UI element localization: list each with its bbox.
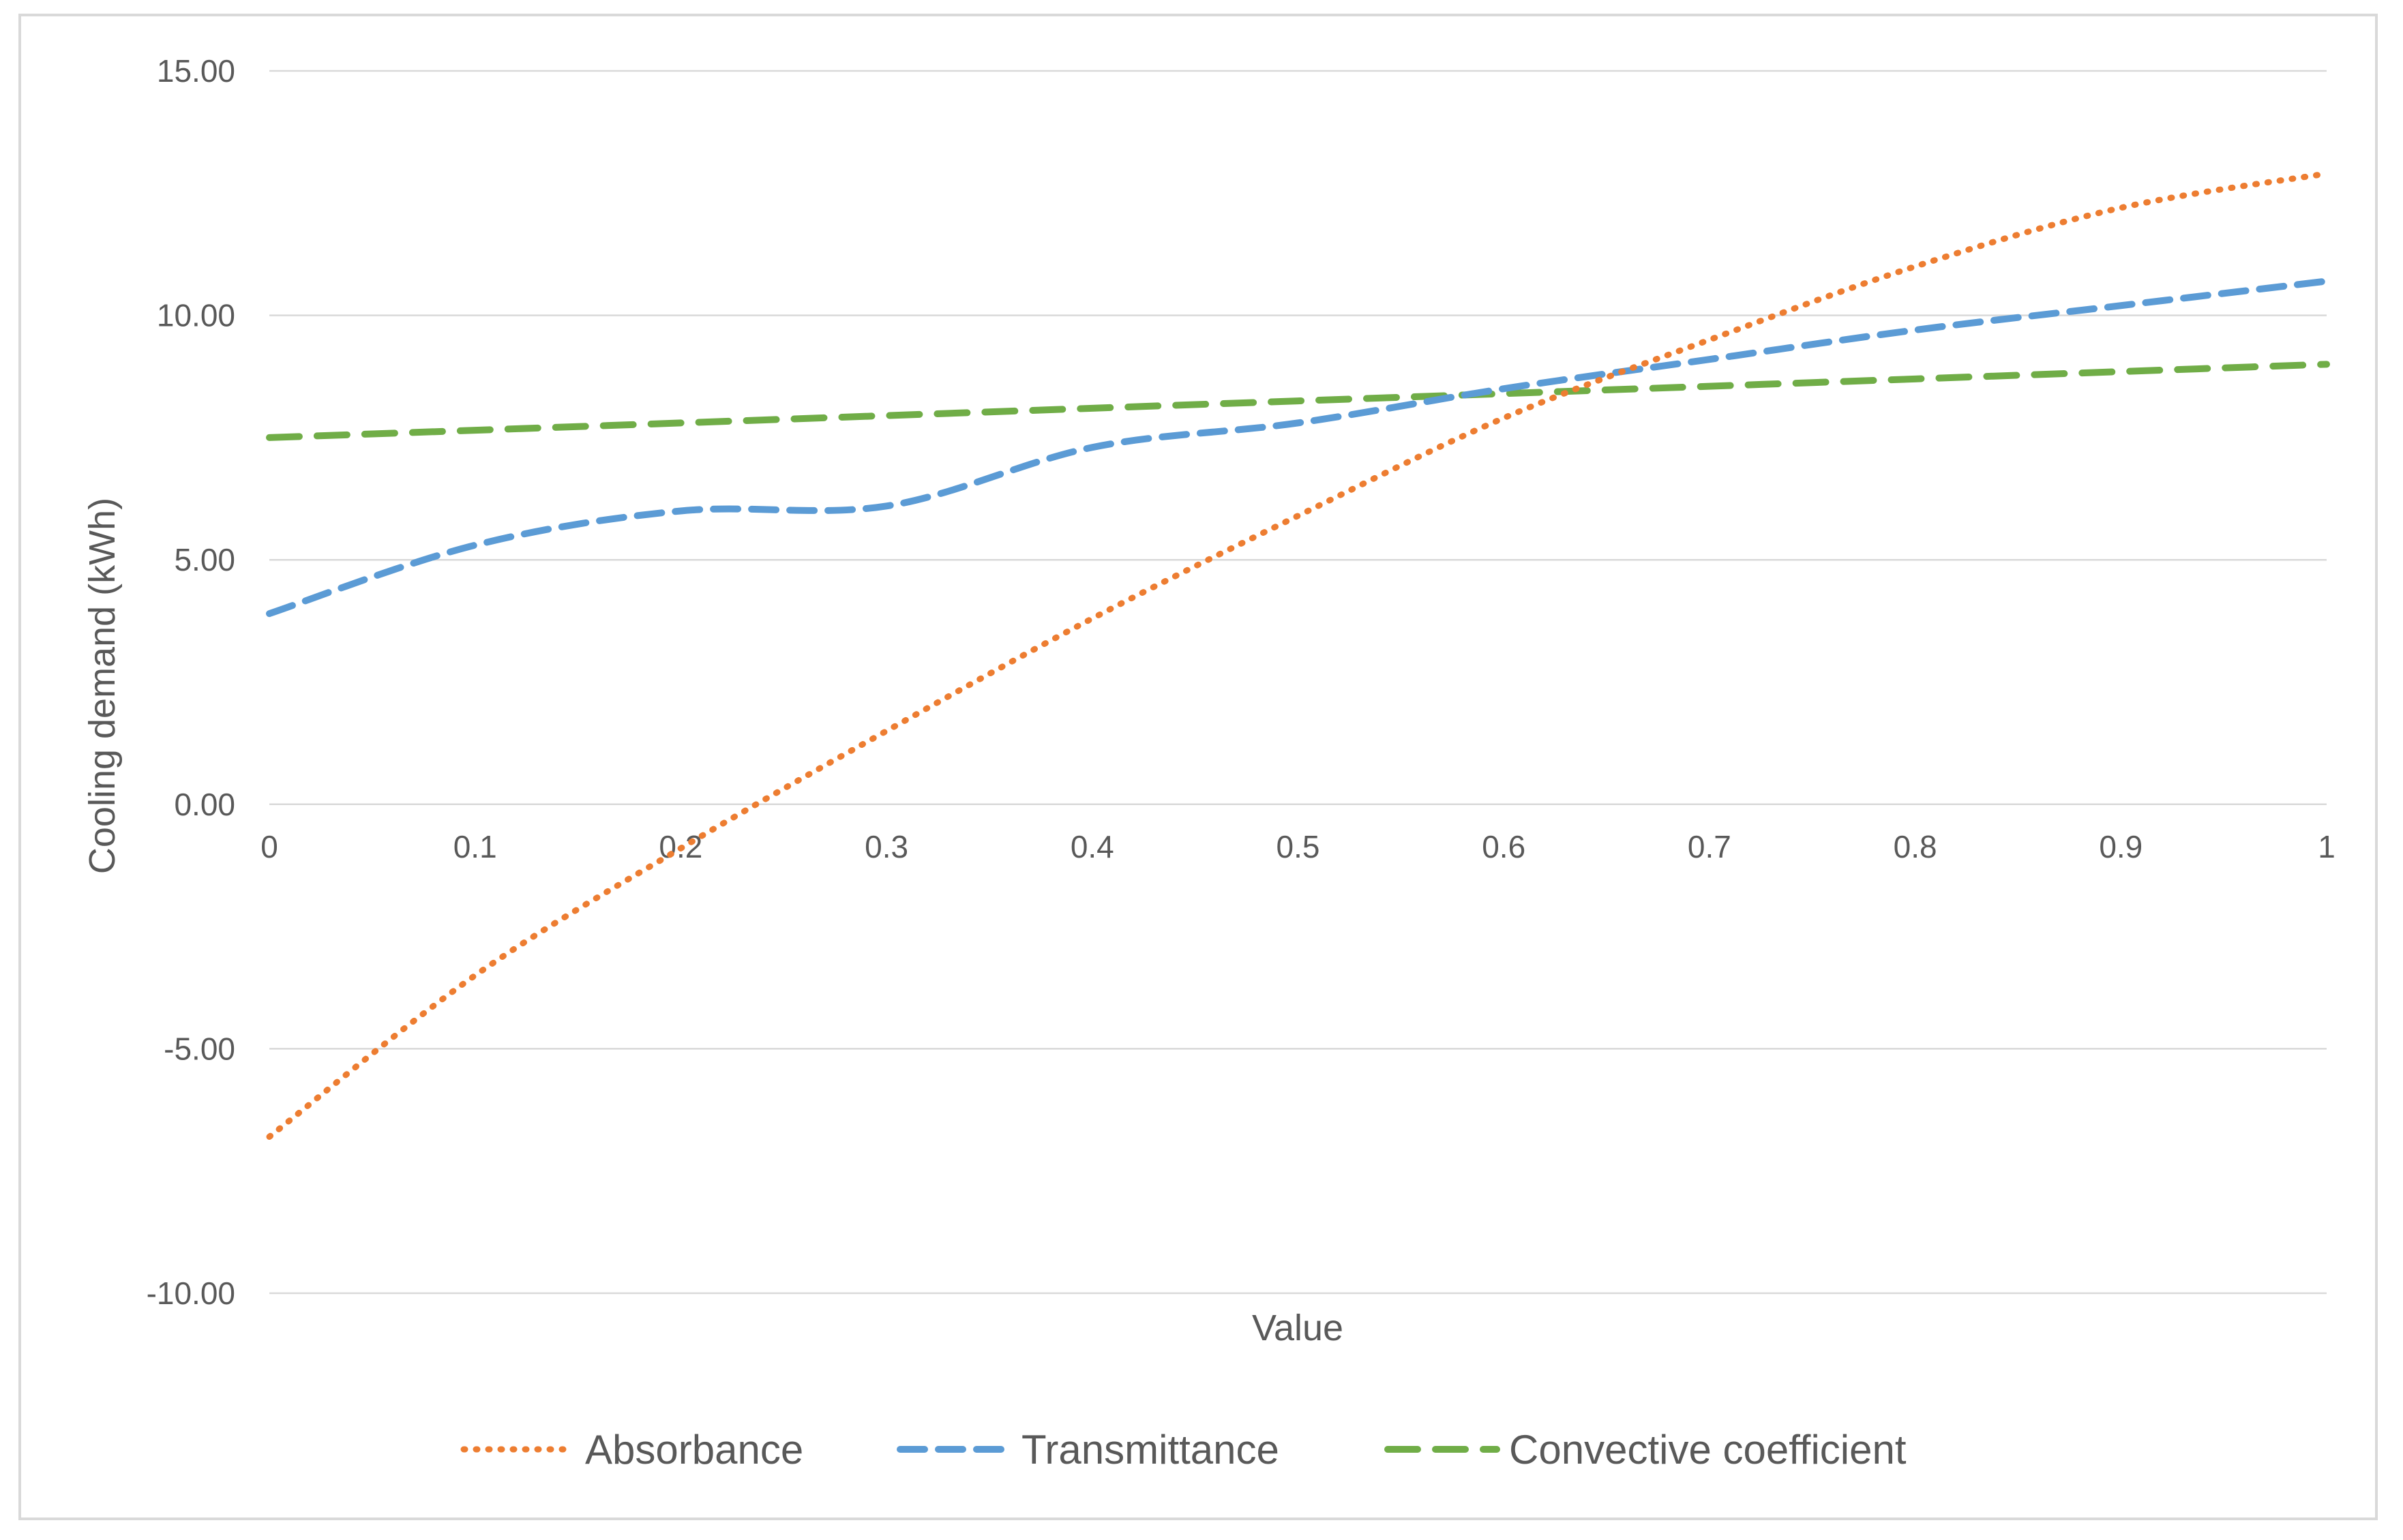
- data-point: [884, 413, 889, 419]
- data-point: [2324, 278, 2329, 284]
- y-tick-label: -5.00: [164, 1031, 235, 1066]
- data-point: [1501, 386, 1506, 391]
- legend: Absorbance Transmittance Convective coeffi…: [460, 1427, 1907, 1473]
- x-tick-label: 0.6: [1482, 829, 1525, 864]
- x-tick-label: 0.5: [1277, 829, 1320, 864]
- data-point: [678, 845, 683, 851]
- data-point: [2324, 171, 2329, 177]
- x-tick-label: 0.4: [1071, 829, 1114, 864]
- data-point: [2118, 303, 2123, 308]
- x-tick-labels: 0 0.1 0.2 0.3 0.4 0.5 0.6 0.7 0.8 0.9 1: [260, 829, 2335, 864]
- x-tick-label: 0.1: [453, 829, 497, 864]
- data-point: [1913, 264, 1918, 269]
- x-tick-label: 0.7: [1688, 829, 1731, 864]
- x-tick-label: 0.3: [865, 829, 908, 864]
- data-point: [1296, 513, 1301, 519]
- data-point: [1296, 420, 1301, 425]
- data-point: [884, 728, 889, 734]
- series-line-convective-coefficient: [266, 361, 2330, 441]
- legend-label: Absorbance: [585, 1427, 803, 1473]
- data-point: [1707, 357, 1712, 362]
- data-point: [884, 503, 889, 509]
- x-tick-label: 0: [260, 829, 278, 864]
- data-point: [1913, 376, 1918, 382]
- x-tick-label: 1: [2318, 829, 2335, 864]
- data-point: [1501, 415, 1506, 421]
- series-lines: [266, 170, 2330, 1140]
- data-point: [2118, 369, 2123, 374]
- y-tick-label: 0.00: [174, 787, 235, 822]
- data-point: [1090, 616, 1095, 621]
- gridlines: [269, 70, 2327, 1295]
- y-tick-label: 5.00: [174, 542, 235, 577]
- data-point: [678, 420, 683, 425]
- data-point: [267, 1134, 272, 1139]
- data-point: [1296, 398, 1301, 404]
- chart-frame: [18, 14, 2378, 1520]
- x-tick-label: 0.8: [1894, 829, 1937, 864]
- series-line-absorbance: [266, 170, 2330, 1140]
- y-tick-label: -10.00: [147, 1275, 235, 1311]
- data-point: [267, 611, 272, 616]
- data-point: [1913, 327, 1918, 333]
- y-axis-title: Cooling demand (kWh): [82, 498, 123, 874]
- series-line-transmittance: [266, 277, 2330, 618]
- x-tick-label: 0.9: [2099, 829, 2143, 864]
- data-point: [473, 973, 478, 978]
- data-point: [473, 427, 478, 433]
- y-tick-label: 10.00: [157, 298, 235, 333]
- data-point: [1090, 406, 1095, 411]
- data-point: [1707, 384, 1712, 389]
- y-tick-label: 15.00: [157, 53, 235, 89]
- x-axis-title: Value: [1252, 1308, 1343, 1348]
- data-point: [267, 435, 272, 440]
- data-point: [678, 508, 683, 513]
- legend-label: Transmittance: [1021, 1427, 1279, 1473]
- data-point: [1707, 337, 1712, 342]
- legend-label: Convective coefficient: [1509, 1427, 1907, 1473]
- data-point: [2324, 361, 2329, 367]
- data-point: [473, 543, 478, 548]
- data-point: [1090, 444, 1095, 450]
- y-tick-labels: 15.00 10.00 5.00 0.00 -5.00 -10.00: [147, 53, 235, 1311]
- data-point: [2118, 205, 2123, 211]
